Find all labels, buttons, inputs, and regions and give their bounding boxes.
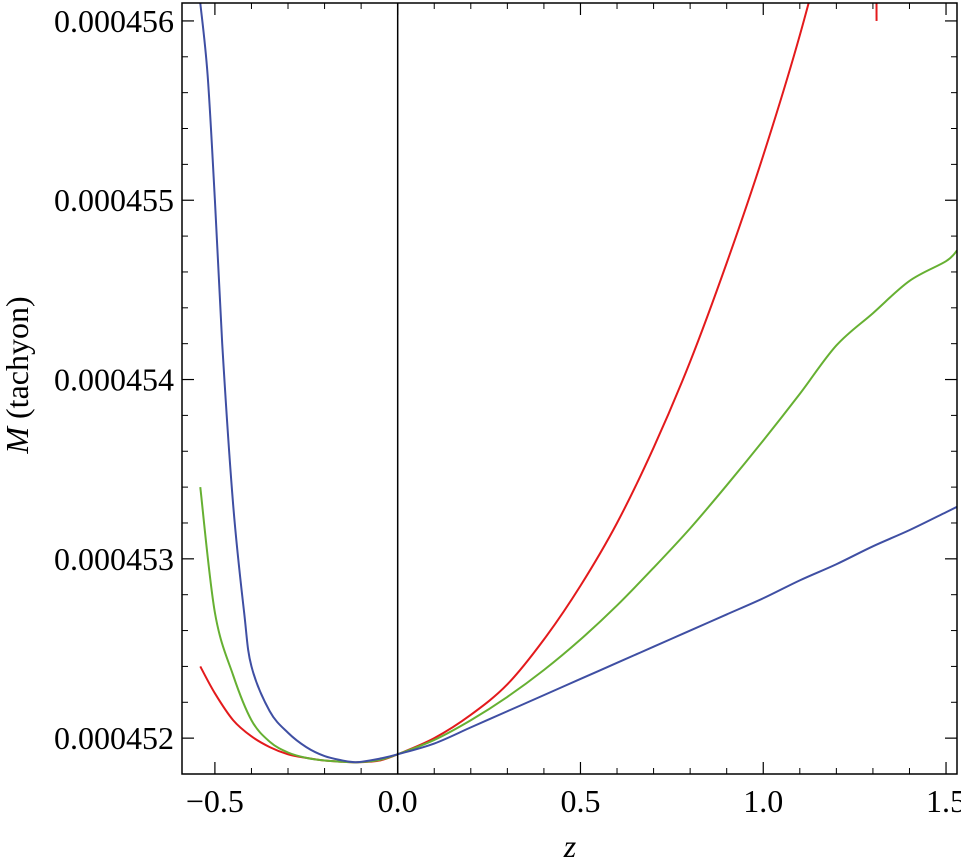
x-tick-labels: −0.5 0.0 0.5 1.0 1.5 <box>186 783 961 819</box>
x-axis-title: z <box>563 828 577 864</box>
series-line-1 <box>199 3 878 764</box>
x-tick-label: 0.0 <box>378 783 418 819</box>
y-axis-title: M (tachyon) <box>0 296 35 454</box>
series-line-3 <box>199 3 957 764</box>
y-axis-title-symbol: M <box>0 425 35 455</box>
major-ticks <box>182 3 957 774</box>
plot-frame <box>181 2 958 775</box>
x-tick-label: 0.5 <box>560 783 600 819</box>
y-tick-labels: 0.000452 0.000453 0.000454 0.000455 0.000456 <box>54 3 174 756</box>
y-tick-label: 0.000455 <box>54 182 174 218</box>
y-tick-label: 0.000452 <box>54 720 174 756</box>
x-tick-label: −0.5 <box>186 783 244 819</box>
y-tick-label: 0.000456 <box>54 3 174 39</box>
y-tick-label: 0.000453 <box>54 541 174 577</box>
series-line-2 <box>199 249 957 764</box>
x-tick-label: 1.5 <box>926 783 961 819</box>
series-layer <box>199 3 957 764</box>
x-tick-label: 1.0 <box>743 783 783 819</box>
y-tick-label: 0.000454 <box>54 362 174 398</box>
minor-ticks <box>182 3 957 775</box>
y-axis-title-text: (tachyon) <box>0 296 35 427</box>
